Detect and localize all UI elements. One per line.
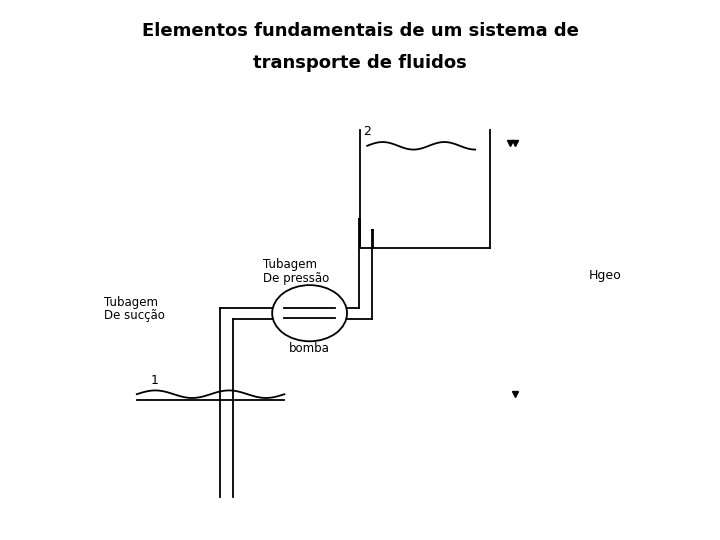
Text: transporte de fluidos: transporte de fluidos (253, 54, 467, 72)
Text: Elementos fundamentais de um sistema de: Elementos fundamentais de um sistema de (142, 22, 578, 39)
Text: Tubagem: Tubagem (263, 258, 317, 271)
Text: De sucção: De sucção (104, 309, 166, 322)
Text: bomba: bomba (289, 342, 330, 355)
Text: 2: 2 (364, 125, 372, 138)
Text: Hgeo: Hgeo (588, 269, 621, 282)
Text: De pressão: De pressão (263, 272, 329, 285)
Text: Tubagem: Tubagem (104, 296, 158, 309)
Text: 1: 1 (151, 374, 158, 387)
